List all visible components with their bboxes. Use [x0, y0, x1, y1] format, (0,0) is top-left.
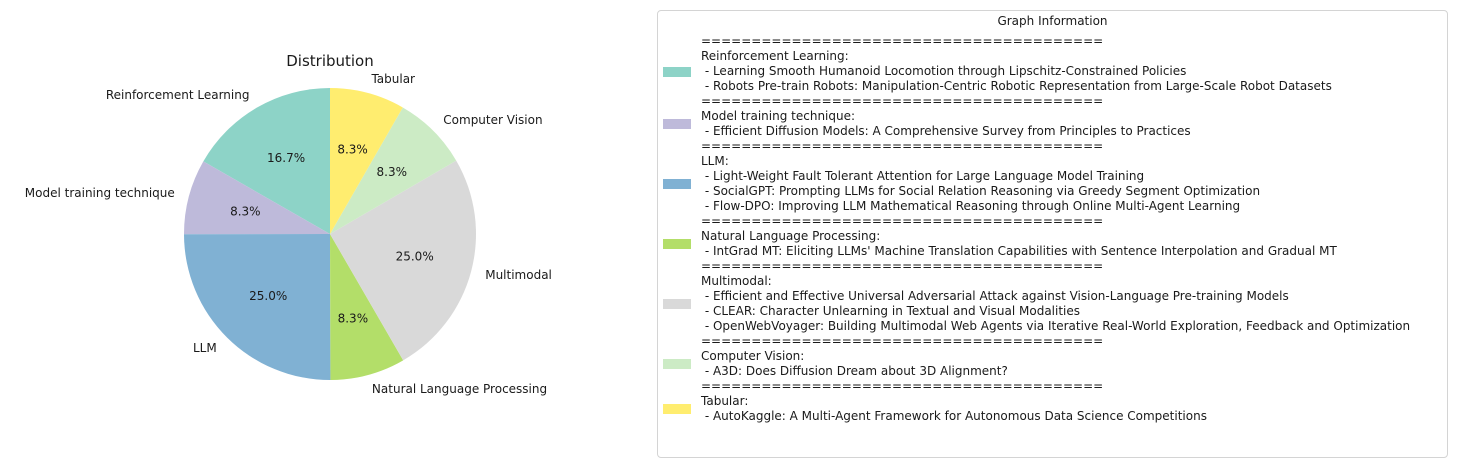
pie-category-label: Model training technique: [25, 186, 175, 200]
pie-percent-labels: 16.7% 8.3% 25.0% 8.3% 25.0% 8.3% 8.3%: [230, 142, 434, 325]
legend-category: Reinforcement Learning:: [701, 49, 849, 63]
pie-slices: [184, 88, 476, 380]
legend-separator: ========================================: [701, 214, 1104, 228]
legend-color-swatch: [663, 404, 691, 414]
legend-entry-text: ========================================…: [701, 379, 1445, 424]
legend-entry-text: ========================================…: [701, 214, 1445, 259]
legend-color-swatch: [663, 299, 691, 309]
legend-entry-text: ========================================…: [701, 334, 1445, 379]
legend-paper-title: - CLEAR: Character Unlearning in Textual…: [701, 304, 1081, 318]
legend-color-swatch: [663, 239, 691, 249]
legend-category: Tabular:: [701, 394, 749, 408]
legend: Graph Information ======================…: [657, 10, 1448, 458]
legend-entry-text: ========================================…: [701, 34, 1445, 94]
pie-percent-label: 25.0%: [249, 289, 287, 303]
legend-paper-title: - Learning Smooth Humanoid Locomotion th…: [701, 64, 1187, 78]
legend-color-swatch: [663, 119, 691, 129]
pie-category-label: Natural Language Processing: [372, 382, 547, 396]
legend-separator: ========================================: [701, 139, 1104, 153]
pie-category-labels: Reinforcement Learning Model training tec…: [25, 72, 552, 396]
legend-paper-title: - A3D: Does Diffusion Dream about 3D Ali…: [701, 364, 1008, 378]
pie-category-label: Reinforcement Learning: [106, 88, 250, 102]
legend-paper-title: - Light-Weight Fault Tolerant Attention …: [701, 169, 1145, 183]
chart-title: Distribution: [286, 52, 374, 70]
legend-entry-text: ========================================…: [701, 94, 1445, 139]
legend-title: Graph Information: [997, 14, 1108, 28]
pie-slice-tabular: [330, 88, 403, 234]
pie-category-label: LLM: [193, 341, 217, 355]
pie-slice-multimodal: [330, 160, 476, 361]
legend-paper-title: - SocialGPT: Prompting LLMs for Social R…: [701, 184, 1261, 198]
legend-paper-title: - Efficient Diffusion Models: A Comprehe…: [701, 124, 1191, 138]
legend-paper-title: - OpenWebVoyager: Building Multimodal We…: [701, 319, 1411, 333]
legend-entry-text: ========================================…: [701, 139, 1445, 214]
legend-category: Multimodal:: [701, 274, 772, 288]
legend-separator: ========================================: [701, 379, 1104, 393]
legend-color-swatch: [663, 359, 691, 369]
legend-separator: ========================================: [701, 94, 1104, 108]
legend-paper-title: - Flow-DPO: Improving LLM Mathematical R…: [701, 199, 1241, 213]
pie-percent-label: 8.3%: [337, 142, 368, 156]
pie-percent-label: 8.3%: [230, 205, 261, 219]
pie-slice-reinforcement-learning: [203, 88, 330, 234]
pie-slice-natural-language-processing: [330, 234, 404, 380]
legend-paper-title: - Robots Pre-train Robots: Manipulation-…: [701, 79, 1332, 93]
legend-entry-text: ========================================…: [701, 259, 1445, 334]
legend-category: LLM:: [701, 154, 729, 168]
legend-separator: ========================================: [701, 259, 1104, 273]
pie-category-label: Tabular: [370, 72, 415, 86]
legend-category: Natural Language Processing:: [701, 229, 881, 243]
legend-separator: ========================================: [701, 34, 1104, 48]
pie-percent-label: 25.0%: [396, 249, 434, 263]
legend-paper-title: - IntGrad MT: Eliciting LLMs' Machine Tr…: [701, 244, 1337, 258]
legend-color-swatch: [663, 179, 691, 189]
pie-slice-llm: [184, 234, 331, 380]
pie-percent-label: 8.3%: [338, 312, 369, 326]
pie-category-label: Computer Vision: [443, 113, 542, 127]
legend-separator: ========================================: [701, 334, 1104, 348]
legend-color-swatch: [663, 67, 691, 77]
legend-category: Computer Vision:: [701, 349, 805, 363]
pie-percent-label: 16.7%: [267, 151, 305, 165]
pie-category-label: Multimodal: [485, 268, 552, 282]
legend-paper-title: - AutoKaggle: A Multi-Agent Framework fo…: [701, 409, 1207, 423]
pie-slice-computer-vision: [330, 107, 457, 234]
legend-category: Model training technique:: [701, 109, 856, 123]
pie-chart: Distribution 16.7% 8.3% 25.0% 8.3% 25.0% 8.3%…: [25, 52, 552, 396]
pie-slice-model-training-technique: [184, 161, 330, 235]
pie-percent-label: 8.3%: [377, 165, 408, 179]
legend-paper-title: - Efficient and Effective Universal Adve…: [701, 289, 1289, 303]
